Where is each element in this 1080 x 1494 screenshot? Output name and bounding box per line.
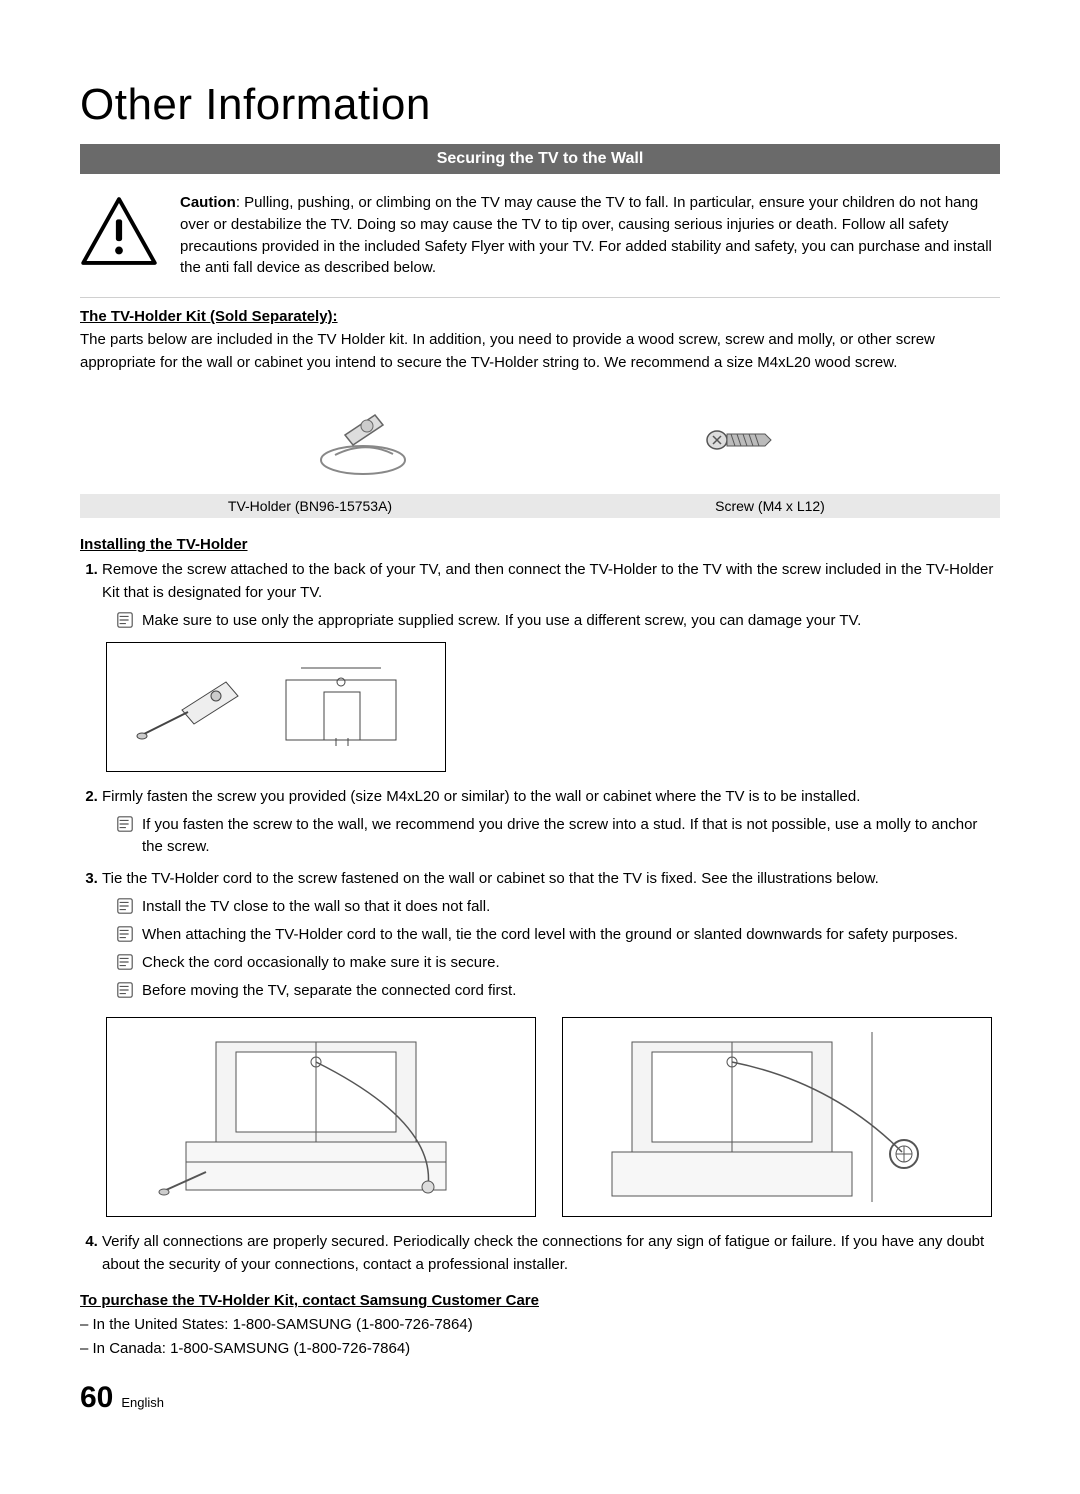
purchase-heading: To purchase the TV-Holder Kit, contact S…: [80, 1292, 1000, 1309]
step-1-text: Remove the screw attached to the back of…: [102, 561, 993, 601]
page-title: Other Information: [80, 80, 1000, 130]
figure-pair: [106, 1017, 1000, 1217]
step-1-note-text: Make sure to use only the appropriate su…: [142, 610, 861, 632]
parts-row: [80, 386, 1000, 494]
screw-icon: [705, 400, 775, 480]
purchase-line-0: In the United States: 1-800-SAMSUNG (1-8…: [80, 1313, 1000, 1337]
step-4-text: Verify all connections are properly secu…: [102, 1233, 984, 1273]
step-3-note-0: Install the TV close to the wall so that…: [102, 896, 1000, 918]
section-band: Securing the TV to the Wall: [80, 144, 1000, 174]
figure-wall: [562, 1017, 992, 1217]
step-3-text: Tie the TV-Holder cord to the screw fast…: [102, 870, 879, 887]
note-icon: [116, 611, 134, 629]
install-steps: Remove the screw attached to the back of…: [80, 559, 1000, 1276]
step-3-note-0-text: Install the TV close to the wall so that…: [142, 896, 490, 918]
step-2-text: Firmly fasten the screw you provided (si…: [102, 788, 860, 805]
note-icon: [116, 815, 134, 833]
parts-caption-band: TV-Holder (BN96-15753A) Screw (M4 x L12): [80, 494, 1000, 518]
note-icon: [116, 981, 134, 999]
purchase-line-1: In Canada: 1-800-SAMSUNG (1-800-726-7864…: [80, 1337, 1000, 1361]
tv-holder-icon: [305, 400, 425, 480]
warning-triangle-icon: [80, 196, 158, 266]
step-3-note-2-text: Check the cord occasionally to make sure…: [142, 952, 500, 974]
step-3: Tie the TV-Holder cord to the screw fast…: [102, 868, 1000, 1218]
step-4: Verify all connections are properly secu…: [102, 1231, 1000, 1276]
note-icon: [116, 925, 134, 943]
step-3-note-2: Check the cord occasionally to make sure…: [102, 952, 1000, 974]
caution-bold: Caution: [180, 194, 236, 211]
page-footer: 60 English: [80, 1381, 1000, 1415]
step-3-note-1: When attaching the TV-Holder cord to the…: [102, 924, 1000, 946]
installing-heading: Installing the TV-Holder: [80, 536, 1000, 553]
purchase-list: In the United States: 1-800-SAMSUNG (1-8…: [80, 1313, 1000, 1361]
step-1: Remove the screw attached to the back of…: [102, 559, 1000, 772]
caution-text: Caution: Pulling, pushing, or climbing o…: [180, 192, 1000, 279]
step-2-note: If you fasten the screw to the wall, we …: [102, 814, 1000, 858]
caution-row: Caution: Pulling, pushing, or climbing o…: [80, 174, 1000, 298]
holder-kit-heading: The TV-Holder Kit (Sold Separately):: [80, 308, 1000, 325]
step-2-note-text: If you fasten the screw to the wall, we …: [142, 814, 1000, 858]
page-language: English: [121, 1395, 164, 1410]
note-icon: [116, 897, 134, 915]
note-icon: [116, 953, 134, 971]
figure-step1: [106, 642, 446, 772]
step-3-note-3-text: Before moving the TV, separate the conne…: [142, 980, 516, 1002]
part-left-caption: TV-Holder (BN96-15753A): [80, 494, 540, 518]
caution-body: : Pulling, pushing, or climbing on the T…: [180, 194, 992, 276]
page-number: 60: [80, 1381, 113, 1415]
step-1-note: Make sure to use only the appropriate su…: [102, 610, 1000, 632]
part-right-caption: Screw (M4 x L12): [540, 494, 1000, 518]
figure-cabinet: [106, 1017, 536, 1217]
step-3-note-1-text: When attaching the TV-Holder cord to the…: [142, 924, 958, 946]
holder-kit-intro: The parts below are included in the TV H…: [80, 329, 1000, 374]
step-2: Firmly fasten the screw you provided (si…: [102, 786, 1000, 858]
step-3-note-3: Before moving the TV, separate the conne…: [102, 980, 1000, 1002]
